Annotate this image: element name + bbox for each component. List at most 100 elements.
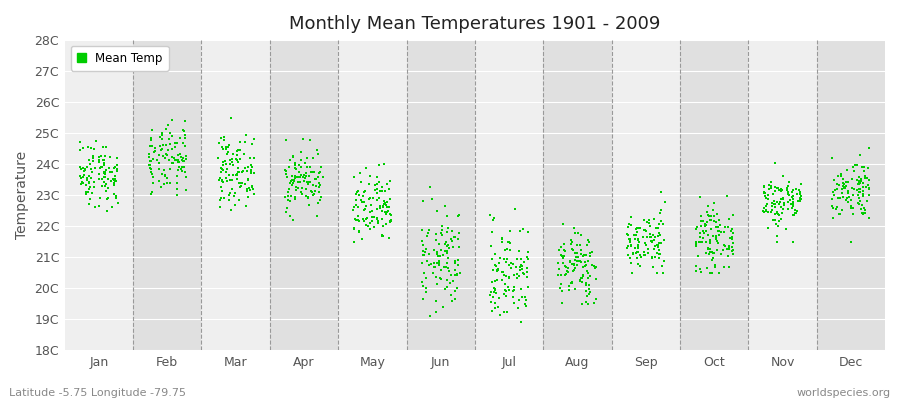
Point: [770, 185, 785, 192]
Point: [371, 218, 385, 225]
Point: [724, 226, 739, 232]
Point: [760, 200, 775, 207]
Point: [212, 175, 227, 181]
Point: [173, 150, 187, 157]
Point: [776, 194, 790, 201]
Point: [826, 204, 841, 211]
Point: [718, 243, 733, 250]
Point: [703, 237, 717, 244]
Point: [571, 254, 585, 260]
Point: [76, 172, 91, 178]
Point: [781, 188, 796, 195]
Point: [793, 194, 807, 201]
Point: [212, 204, 227, 210]
Point: [854, 206, 868, 212]
Point: [278, 168, 293, 174]
Point: [571, 230, 585, 236]
Point: [146, 174, 160, 180]
Point: [786, 212, 800, 218]
Point: [776, 195, 790, 202]
Point: [80, 164, 94, 170]
Point: [757, 183, 771, 189]
Point: [694, 213, 708, 219]
Point: [832, 182, 846, 188]
Point: [97, 170, 112, 177]
Point: [710, 246, 724, 253]
Point: [148, 145, 162, 151]
Point: [832, 194, 846, 201]
Point: [103, 154, 117, 160]
Point: [170, 157, 184, 164]
Point: [638, 242, 652, 248]
Point: [583, 250, 598, 256]
Point: [852, 185, 867, 192]
Point: [446, 298, 460, 304]
Point: [288, 160, 302, 166]
Point: [214, 178, 229, 185]
Point: [714, 229, 728, 235]
Point: [429, 309, 444, 316]
Point: [654, 189, 669, 196]
Point: [145, 126, 159, 133]
Point: [853, 177, 868, 184]
Point: [496, 268, 510, 275]
Point: [300, 164, 314, 170]
Point: [581, 236, 596, 243]
Point: [624, 222, 638, 228]
Point: [283, 157, 297, 163]
Point: [177, 158, 192, 164]
Point: [486, 294, 500, 301]
Point: [281, 193, 295, 199]
Point: [170, 180, 184, 186]
Point: [489, 263, 503, 269]
Point: [78, 166, 93, 173]
Point: [376, 198, 391, 204]
Point: [781, 191, 796, 198]
Point: [233, 138, 248, 145]
Point: [380, 199, 394, 206]
Point: [222, 142, 237, 148]
Point: [86, 179, 101, 186]
Point: [844, 185, 859, 192]
Point: [92, 154, 106, 160]
Point: [508, 287, 522, 294]
Point: [87, 204, 102, 210]
Point: [521, 256, 535, 262]
Point: [824, 196, 839, 202]
Point: [520, 269, 535, 275]
Point: [294, 149, 309, 155]
Point: [419, 233, 434, 239]
Point: [176, 158, 190, 164]
Point: [92, 176, 106, 182]
Point: [77, 167, 92, 173]
Point: [379, 202, 393, 209]
Point: [567, 266, 581, 273]
Bar: [65, 40, 133, 350]
Point: [579, 282, 593, 288]
Point: [483, 242, 498, 249]
Point: [175, 166, 189, 172]
Point: [569, 254, 583, 261]
Point: [299, 173, 313, 179]
Point: [163, 166, 177, 173]
Point: [639, 228, 653, 234]
Point: [234, 182, 248, 189]
Point: [579, 262, 593, 269]
Point: [358, 222, 373, 228]
Point: [487, 284, 501, 291]
Point: [633, 225, 647, 231]
Point: [278, 194, 293, 200]
Point: [757, 209, 771, 215]
Point: [434, 276, 448, 282]
Point: [688, 241, 703, 247]
Point: [311, 184, 326, 190]
Point: [375, 203, 390, 210]
Point: [623, 255, 637, 262]
Point: [168, 140, 183, 146]
Point: [141, 162, 156, 168]
Point: [154, 147, 168, 154]
Point: [422, 250, 436, 257]
Point: [170, 186, 184, 192]
Point: [80, 177, 94, 184]
Point: [854, 164, 868, 171]
